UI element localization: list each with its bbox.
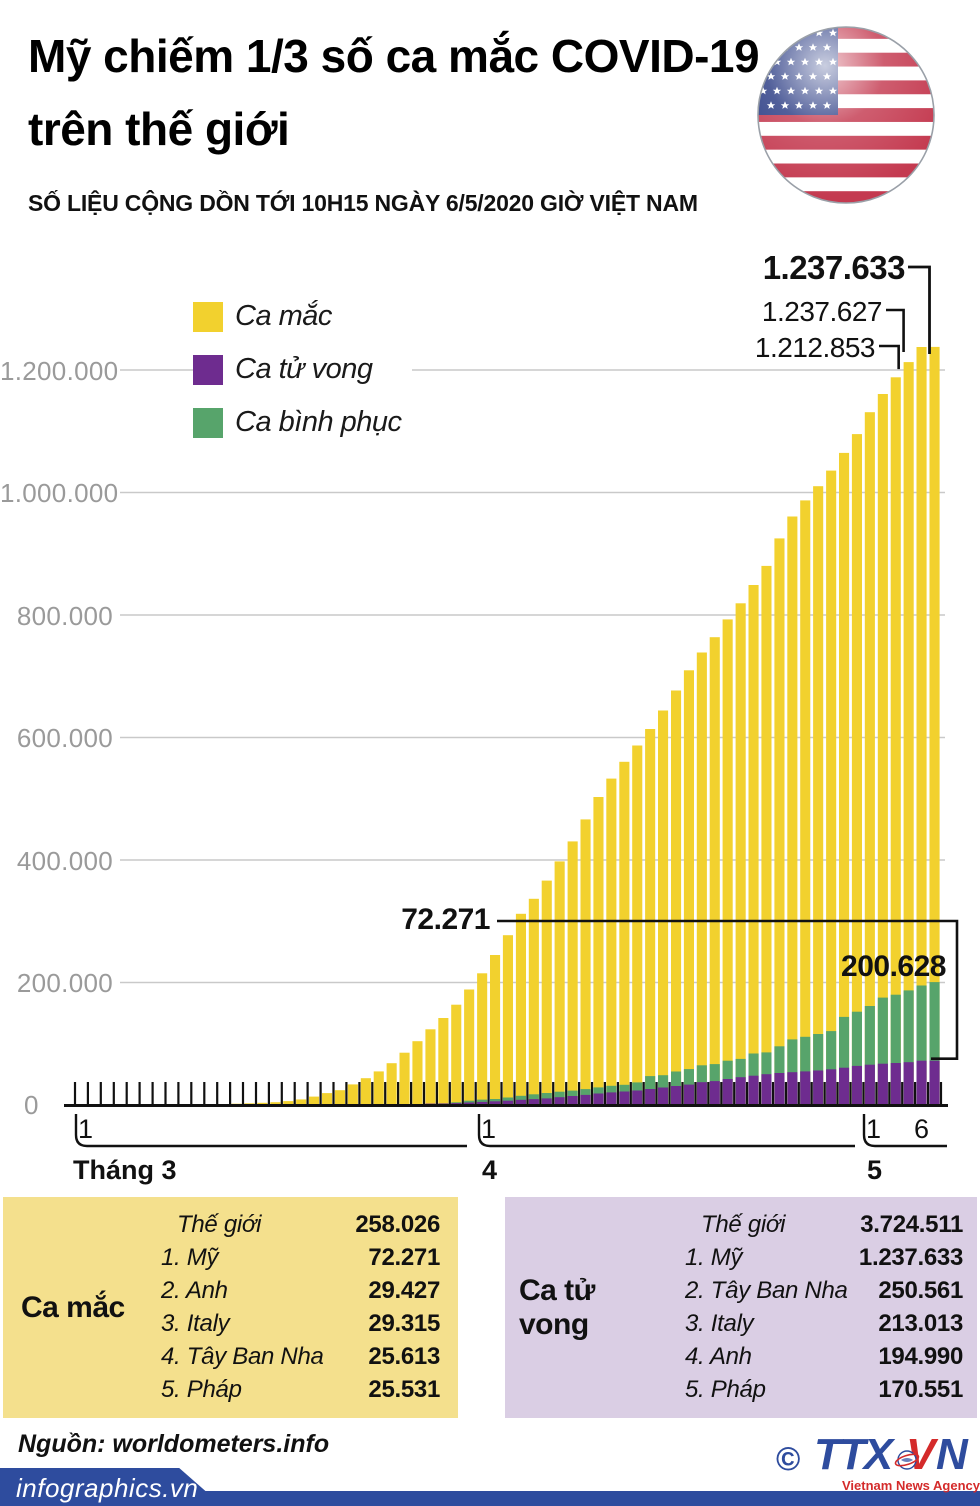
y-tick-1000000: 1.000.000 bbox=[0, 478, 119, 508]
table-row: Thế giới 3.724.511 bbox=[685, 1211, 963, 1240]
row-value: 25.613 bbox=[368, 1342, 440, 1370]
table-row: 3. Italy 29.315 bbox=[161, 1310, 440, 1339]
source-credit: Nguồn: worldometers.info bbox=[18, 1430, 330, 1458]
row-name: Thế giới bbox=[701, 1210, 786, 1238]
legend-item-label: Ca tử vong bbox=[235, 353, 373, 385]
y-tick-800000: 800.000 bbox=[16, 601, 113, 631]
footer-strip bbox=[0, 1491, 980, 1506]
row-name: 2. Anh bbox=[161, 1276, 228, 1304]
row-value: 170.551 bbox=[878, 1375, 963, 1403]
y-tick-0: 0 bbox=[24, 1090, 39, 1120]
y-tick-400000: 400.000 bbox=[16, 846, 113, 876]
table-row: 1. Mỹ 1.237.633 bbox=[685, 1244, 963, 1273]
table-row: 3. Italy 213.013 bbox=[685, 1310, 963, 1339]
legend-item-recovered: Ca bình phục bbox=[193, 404, 412, 441]
row-value: 250.561 bbox=[878, 1276, 963, 1304]
table-row: 4. Anh 194.990 bbox=[685, 1343, 963, 1372]
page-title-line1: Mỹ chiếm 1/3 số ca mắc COVID-19 bbox=[28, 30, 760, 82]
deaths-table-title: Ca tử vong bbox=[519, 1273, 595, 1341]
row-value: 194.990 bbox=[878, 1342, 963, 1370]
brand-link[interactable]: infographics.vn bbox=[16, 1473, 199, 1503]
row-name: 1. Mỹ bbox=[685, 1243, 743, 1271]
brand-banner: infographics.vn bbox=[0, 1468, 206, 1506]
y-tick-1200000: 1.200.000 bbox=[0, 356, 119, 386]
table-row: 4. Tây Ban Nha 25.613 bbox=[161, 1343, 440, 1372]
x-label-march-day1: 1 bbox=[78, 1114, 94, 1144]
row-name: 3. Italy bbox=[685, 1309, 754, 1337]
annotation-third-last-bar: 1.212.853 bbox=[754, 332, 876, 363]
logo-ttx: TTX bbox=[814, 1430, 893, 1479]
deaths-table: Ca tử vong Thế giới 3.724.511 1. Mỹ 1.237.… bbox=[505, 1197, 977, 1418]
row-name: 5. Pháp bbox=[161, 1375, 242, 1403]
annotation-last-bar: 1.237.633 bbox=[762, 249, 906, 286]
annotation-us-recovered: 200.628 bbox=[841, 950, 946, 983]
y-tick-600000: 600.000 bbox=[16, 723, 113, 753]
cases-swatch-icon bbox=[193, 301, 223, 332]
table-row: 2. Tây Ban Nha 250.561 bbox=[685, 1277, 963, 1306]
table-row: 1. Mỹ 72.271 bbox=[161, 1244, 440, 1273]
table-row: Thế giới 258.026 bbox=[161, 1211, 440, 1240]
x-label-may-day1: 1 bbox=[866, 1114, 882, 1144]
row-name: Thế giới bbox=[177, 1210, 262, 1238]
x-label-month-3: Tháng 3 bbox=[73, 1155, 177, 1185]
x-label-month-5: 5 bbox=[867, 1155, 883, 1185]
row-name: 3. Italy bbox=[161, 1309, 230, 1337]
page-subtitle: SỐ LIỆU CỘNG DỒN TỚI 10H15 NGÀY 6/5/2020… bbox=[28, 190, 698, 216]
row-value: 29.427 bbox=[368, 1276, 440, 1304]
row-name: 5. Pháp bbox=[685, 1375, 766, 1403]
legend-item-label: Ca mắc bbox=[235, 300, 332, 332]
recovered-swatch-icon bbox=[193, 407, 223, 438]
row-name: 4. Anh bbox=[685, 1342, 752, 1370]
row-value: 258.026 bbox=[355, 1210, 440, 1238]
logo-n: N bbox=[936, 1430, 968, 1479]
copyright-icon: © bbox=[776, 1440, 801, 1477]
legend-item-deaths: Ca tử vong bbox=[193, 351, 412, 388]
ttxvn-logo: TTX V N Vietnam News Agency bbox=[814, 1430, 980, 1494]
row-value: 3.724.511 bbox=[860, 1210, 963, 1238]
row-name: 4. Tây Ban Nha bbox=[161, 1342, 324, 1370]
page-title-line2: trên thế giới bbox=[28, 103, 290, 155]
cases-table-title: Ca mắc bbox=[21, 1290, 125, 1324]
row-name: 1. Mỹ bbox=[161, 1243, 219, 1271]
x-label-april-day1: 1 bbox=[481, 1114, 497, 1144]
y-tick-200000: 200.000 bbox=[16, 968, 113, 998]
row-value: 213.013 bbox=[878, 1309, 963, 1337]
row-value: 1.237.633 bbox=[858, 1243, 963, 1271]
x-label-may-day6: 6 bbox=[914, 1114, 930, 1144]
deaths-swatch-icon bbox=[193, 354, 223, 385]
table-row: 2. Anh 29.427 bbox=[161, 1277, 440, 1306]
annotation-us-deaths: 72.271 bbox=[401, 903, 490, 936]
cases-table: Ca mắc Thế giới 258.026 1. Mỹ 72.271 2. An… bbox=[3, 1197, 458, 1418]
chart-legend: Ca mắc Ca tử vong Ca bình phục bbox=[193, 298, 412, 441]
table-row: 5. Pháp 25.531 bbox=[161, 1376, 440, 1405]
agency-caption: Vietnam News Agency bbox=[842, 1478, 980, 1493]
row-value: 72.271 bbox=[368, 1243, 440, 1271]
legend-item-label: Ca bình phục bbox=[235, 406, 402, 438]
us-flag-icon bbox=[756, 25, 936, 205]
row-value: 29.315 bbox=[368, 1309, 440, 1337]
legend-item-cases: Ca mắc bbox=[193, 298, 412, 335]
annotation-second-last-bar: 1.237.627 bbox=[761, 296, 883, 327]
table-row: 5. Pháp 170.551 bbox=[685, 1376, 963, 1405]
x-label-month-4: 4 bbox=[482, 1155, 498, 1185]
row-value: 25.531 bbox=[368, 1375, 440, 1403]
globe-icon bbox=[894, 1447, 920, 1478]
row-name: 2. Tây Ban Nha bbox=[685, 1276, 848, 1304]
